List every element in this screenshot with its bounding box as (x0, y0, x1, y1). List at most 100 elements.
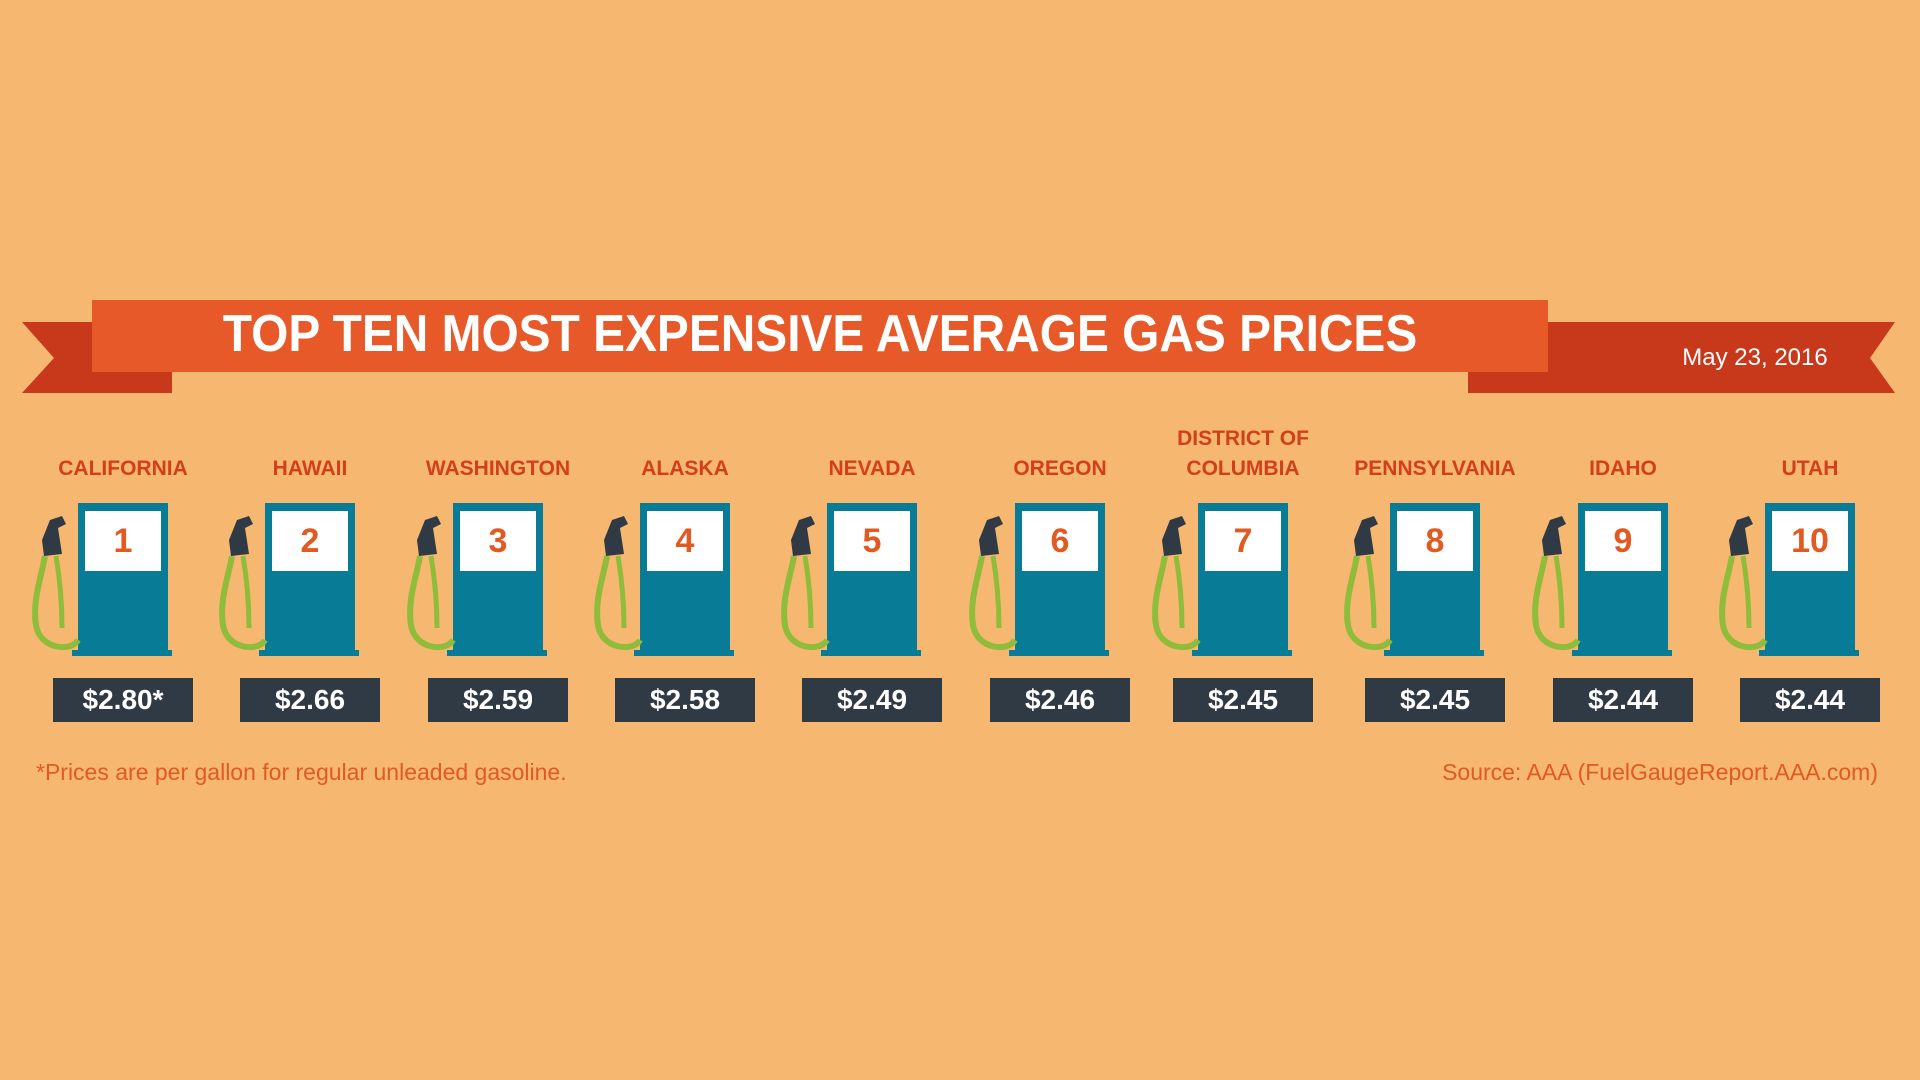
state-label: WASHINGTON (403, 454, 593, 484)
pump-screen (460, 511, 536, 571)
state-label: HAWAII (215, 454, 405, 484)
source-note: Source: AAA (FuelGaugeReport.AAA.com) (1442, 759, 1878, 785)
fuel-hose-icon (594, 555, 643, 650)
pump-screen (1022, 511, 1098, 571)
rank-number: 9 (1613, 522, 1633, 560)
fuel-nozzle-icon (229, 516, 253, 556)
price-label: $2.58 (615, 678, 755, 722)
fuel-hose-inner (802, 555, 814, 629)
state-label-line: WASHINGTON (425, 457, 571, 480)
gas-pump-icon (1152, 503, 1292, 656)
state-label-line: CALIFORNIA (58, 457, 188, 480)
pump-screen (1772, 511, 1848, 571)
ribbon-main (92, 300, 1548, 372)
state-label-line: DISTRICT OF (1177, 427, 1309, 450)
state-label: UTAH (1715, 454, 1905, 484)
fuel-nozzle-icon (417, 516, 441, 556)
ribbon-right-tail (1468, 322, 1895, 393)
rank-number: 4 (675, 522, 695, 560)
rank-number: 1 (113, 522, 133, 560)
fuel-hose-inner (1553, 555, 1565, 629)
fuel-hose-icon (32, 555, 81, 650)
pump-base (72, 650, 172, 656)
rank-number: 5 (862, 522, 882, 560)
gas-pump-icon (407, 503, 547, 656)
gas-pump-icon (594, 503, 734, 656)
pump-screen (1585, 511, 1661, 571)
fuel-hose-icon (1344, 555, 1393, 650)
rank-number: 2 (300, 522, 320, 560)
fuel-hose-inner (1173, 555, 1185, 629)
pump-base (1572, 650, 1672, 656)
fuel-nozzle-icon (42, 516, 66, 556)
pump-base (1009, 650, 1109, 656)
state-label-line: PENNSYLVANIA (1354, 457, 1516, 480)
state-label: OREGON (965, 454, 1155, 484)
fuel-hose-icon (969, 555, 1018, 650)
gas-pump-icon (969, 503, 1109, 656)
state-label: DISTRICT OF COLUMBIA (1148, 424, 1338, 484)
gas-pump-icon (1344, 503, 1484, 656)
gas-pump-icon (1532, 503, 1672, 656)
pump-base (821, 650, 921, 656)
state-label: IDAHO (1528, 454, 1718, 484)
price-label: $2.59 (428, 678, 568, 722)
rank-number: 6 (1050, 522, 1070, 560)
fuel-hose-icon (781, 555, 830, 650)
fuel-nozzle-icon (1354, 516, 1378, 556)
fuel-nozzle-icon (791, 516, 815, 556)
footnote: *Prices are per gallon for regular unlea… (36, 759, 567, 785)
pump-base (634, 650, 734, 656)
state-label-line: NEVADA (828, 457, 916, 480)
chart-title: TOP TEN MOST EXPENSIVE AVERAGE GAS PRICE… (222, 305, 1418, 363)
state-label-line: OREGON (1013, 457, 1107, 480)
gas-pump-icon (219, 503, 359, 656)
fuel-hose-inner (615, 555, 627, 629)
fuel-hose-inner (1740, 555, 1752, 629)
pump-screen (647, 511, 723, 571)
fuel-hose-inner (53, 555, 65, 629)
pump-screen (1205, 511, 1281, 571)
pump-base (447, 650, 547, 656)
state-label: ALASKA (590, 454, 780, 484)
pump-screen (272, 511, 348, 571)
fuel-nozzle-icon (979, 516, 1003, 556)
fuel-hose-inner (1365, 555, 1377, 629)
pump-base (1192, 650, 1292, 656)
fuel-hose-icon (1152, 555, 1201, 650)
gas-pump-icon (1719, 503, 1859, 656)
price-label: $2.44 (1740, 678, 1880, 722)
pump-screen (834, 511, 910, 571)
price-label: $2.66 (240, 678, 380, 722)
fuel-nozzle-icon (1162, 516, 1186, 556)
price-label: $2.44 (1553, 678, 1693, 722)
gas-pump-icon (32, 503, 172, 656)
pump-base (1759, 650, 1859, 656)
price-label: $2.46 (990, 678, 1130, 722)
pump-base (259, 650, 359, 656)
pump-screen (1397, 511, 1473, 571)
pump-screen (85, 511, 161, 571)
fuel-hose-icon (407, 555, 456, 650)
price-label: $2.80* (53, 678, 193, 722)
fuel-nozzle-icon (604, 516, 628, 556)
fuel-hose-icon (1719, 555, 1768, 650)
date-label: May 23, 2016 (1682, 344, 1828, 371)
state-label: CALIFORNIA (28, 454, 218, 484)
state-label-line: ALASKA (641, 457, 729, 480)
rank-number: 3 (488, 522, 508, 560)
state-label: PENNSYLVANIA (1340, 454, 1530, 484)
price-label: $2.45 (1365, 678, 1505, 722)
state-label-line: HAWAII (272, 457, 348, 480)
fuel-hose-inner (428, 555, 440, 629)
fuel-nozzle-icon (1729, 516, 1753, 556)
rank-number: 10 (1791, 522, 1829, 560)
rank-number: 8 (1425, 522, 1445, 560)
state-label: NEVADA (777, 454, 967, 484)
state-label-line: IDAHO (1589, 457, 1657, 480)
price-label: $2.49 (802, 678, 942, 722)
fuel-hose-inner (990, 555, 1002, 629)
fuel-hose-icon (219, 555, 268, 650)
